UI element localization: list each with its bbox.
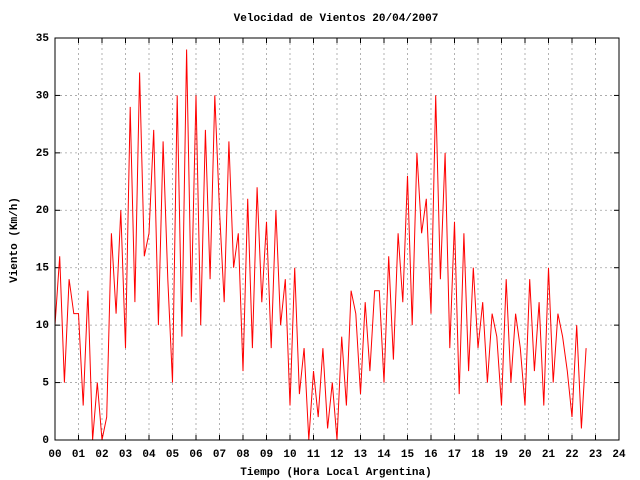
y-axis-label: Viento (Km/h) <box>9 197 21 283</box>
x-tick-label: 12 <box>330 449 343 461</box>
x-tick-label: 05 <box>166 449 180 461</box>
x-tick-label: 22 <box>565 449 578 461</box>
x-tick-label: 21 <box>542 449 556 461</box>
x-tick-label: 24 <box>612 449 626 461</box>
x-tick-label: 10 <box>283 449 296 461</box>
x-tick-label: 19 <box>495 449 508 461</box>
x-tick-label: 07 <box>213 449 226 461</box>
x-tick-label: 16 <box>424 449 437 461</box>
x-tick-label: 13 <box>354 449 368 461</box>
x-tick-label: 18 <box>471 449 485 461</box>
x-tick-label: 20 <box>518 449 531 461</box>
x-tick-label: 04 <box>142 449 156 461</box>
y-tick-label: 0 <box>42 435 49 447</box>
x-tick-label: 03 <box>119 449 133 461</box>
x-tick-label: 02 <box>95 449 108 461</box>
x-tick-label: 08 <box>236 449 250 461</box>
y-tick-label: 35 <box>36 33 50 45</box>
x-tick-label: 23 <box>589 449 603 461</box>
y-tick-label: 10 <box>36 320 49 332</box>
chart-title: Velocidad de Vientos 20/04/2007 <box>234 13 439 25</box>
data-line <box>54 49 587 441</box>
x-tick-label: 00 <box>48 449 61 461</box>
y-tick-label: 25 <box>36 148 50 160</box>
x-tick-label: 14 <box>377 449 391 461</box>
y-tick-label: 30 <box>36 90 49 102</box>
x-axis-label: Tiempo (Hora Local Argentina) <box>240 467 431 479</box>
x-tick-label: 17 <box>448 449 461 461</box>
plot-border <box>54 37 620 441</box>
x-tick-label: 15 <box>401 449 415 461</box>
x-tick-label: 06 <box>189 449 202 461</box>
y-tick-label: 20 <box>36 205 49 217</box>
y-tick-label: 5 <box>42 377 49 389</box>
y-tick-label: 15 <box>36 263 50 275</box>
x-tick-label: 01 <box>72 449 86 461</box>
x-tick-label: 09 <box>260 449 273 461</box>
x-tick-label: 11 <box>307 449 321 461</box>
